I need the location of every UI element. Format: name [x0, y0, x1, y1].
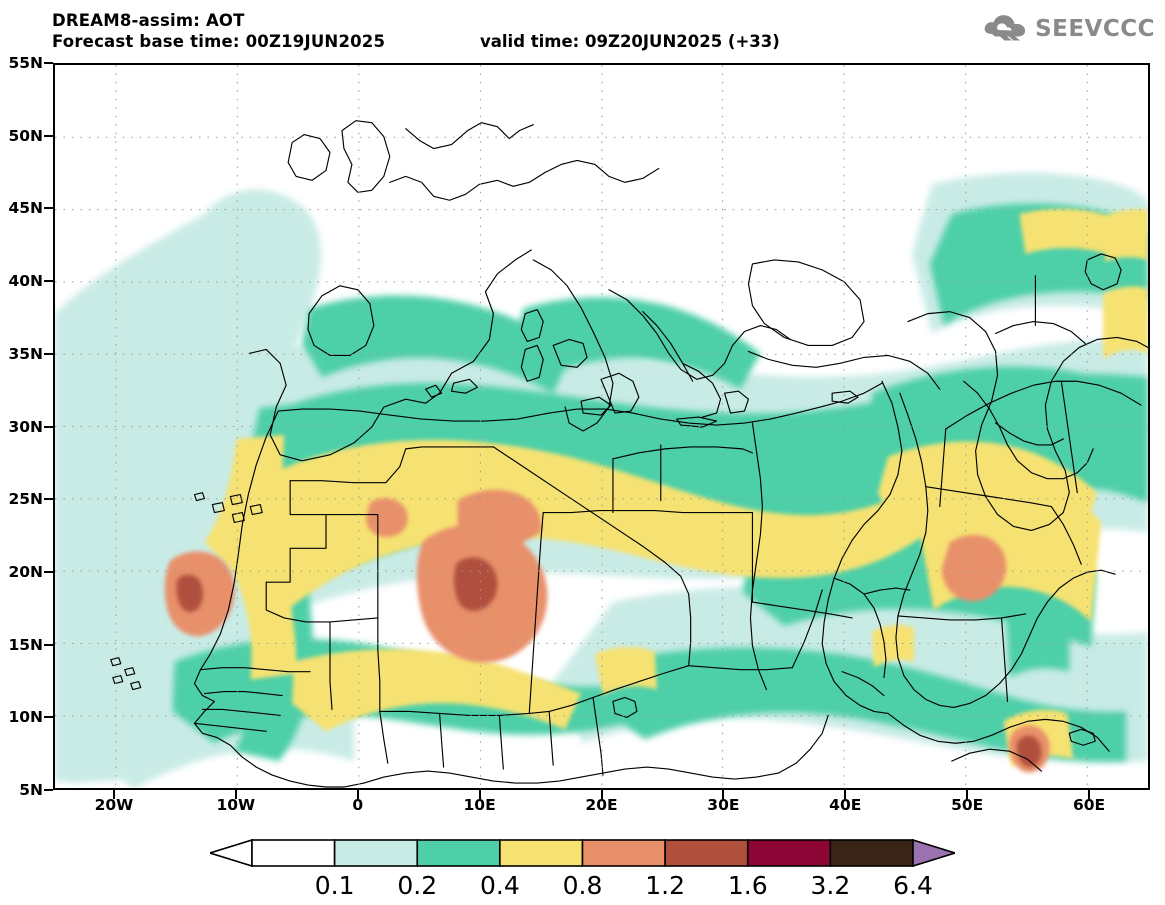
- y-tick-label: 35N: [8, 344, 43, 363]
- x-tick-label: 10W: [216, 796, 256, 814]
- y-tick-mark: [44, 498, 53, 501]
- colorbar-over-cap: [912, 838, 955, 868]
- y-tick-label: 40N: [8, 272, 43, 291]
- x-tick-label: 60E: [1072, 796, 1106, 814]
- x-tick-label: 40E: [829, 796, 862, 814]
- x-tick-mark: [966, 790, 969, 799]
- map-plot-area: [53, 63, 1150, 790]
- x-tick-label: 50E: [951, 796, 984, 814]
- x-tick-mark: [234, 790, 237, 799]
- y-tick-mark: [44, 62, 53, 64]
- colorbar-segment: [746, 839, 832, 867]
- x-tick-mark: [844, 790, 847, 799]
- x-tick-label: 0: [352, 796, 364, 814]
- y-tick-mark: [44, 352, 53, 355]
- x-tick-label: 10E: [463, 796, 496, 814]
- y-tick-label: 55N: [8, 54, 43, 72]
- x-tick-label: 20E: [585, 796, 618, 814]
- x-tick-mark: [600, 790, 603, 799]
- y-tick-label: 25N: [8, 490, 43, 509]
- x-tick-label: 30E: [707, 796, 740, 814]
- valid-time: valid time: 09Z20JUN2025 (+33): [480, 32, 780, 51]
- y-tick-label: 30N: [8, 417, 43, 436]
- x-tick-mark: [478, 790, 481, 799]
- y-tick-label: 10N: [8, 708, 43, 727]
- y-tick-mark: [44, 716, 53, 719]
- aot-heatmap: [55, 65, 1148, 788]
- colorbar-tick-label: 0.2: [397, 871, 438, 900]
- colorbar-segment: [499, 839, 584, 867]
- x-tick-mark: [1088, 790, 1091, 799]
- y-tick-mark: [44, 425, 53, 428]
- y-tick-mark: [44, 570, 53, 573]
- colorbar-tick-label: 0.8: [562, 871, 603, 900]
- seevccc-logo: SEEVCCC: [982, 12, 1155, 46]
- x-tick-label: 20W: [94, 796, 134, 814]
- y-axis: 5N 10N 15N 20N 25N 30N 35N 40N 45N 50N 55N: [0, 0, 53, 905]
- y-tick-mark: [44, 280, 53, 283]
- colorbar-segment: [664, 839, 749, 867]
- colorbar-tick-label: 1.2: [645, 871, 686, 900]
- colorbar-tick-label: 3.2: [810, 871, 851, 900]
- x-tick-mark: [112, 790, 115, 799]
- colorbar-tick-label: 0.1: [314, 871, 355, 900]
- forecast-base-time: Forecast base time: 00Z19JUN2025: [52, 32, 386, 51]
- coastlines-and-borders: [110, 120, 1148, 788]
- y-tick-label: 20N: [8, 562, 43, 581]
- colorbar-tick-label: 6.4: [893, 871, 933, 900]
- colorbar-segment: [581, 839, 666, 867]
- colorbar-tick-label: 0.4: [479, 871, 520, 900]
- y-tick-mark: [44, 207, 53, 210]
- aot-band-0.8: [164, 489, 1050, 773]
- y-tick-mark: [44, 789, 53, 791]
- y-tick-label: 15N: [8, 635, 43, 654]
- y-tick-label: 50N: [8, 126, 43, 145]
- chart-header: DREAM8-assim: AOT Forecast base time: 00…: [0, 0, 1165, 60]
- logo-text: SEEVCCC: [1035, 16, 1155, 42]
- aot-band-1.2: [176, 557, 1042, 767]
- x-tick-mark: [722, 790, 725, 799]
- colorbar: 0.1 0.2 0.4 0.8 1.2 1.6 3.2 6.4: [0, 838, 1165, 905]
- colorbar-segment: [416, 839, 501, 867]
- x-tick-mark: [356, 790, 359, 799]
- colorbar-under-cap: [210, 838, 253, 868]
- colorbar-segment: [251, 839, 336, 867]
- y-tick-mark: [44, 134, 53, 137]
- y-tick-label: 5N: [19, 781, 43, 799]
- cloud-icon: [982, 12, 1028, 46]
- colorbar-segment: [829, 839, 914, 867]
- colorbar-swatches: [210, 838, 955, 868]
- y-tick-label: 45N: [8, 199, 43, 218]
- model-title: DREAM8-assim: AOT: [52, 11, 245, 30]
- y-tick-mark: [44, 643, 53, 646]
- colorbar-tick-label: 1.6: [727, 871, 768, 900]
- colorbar-segment: [333, 839, 419, 867]
